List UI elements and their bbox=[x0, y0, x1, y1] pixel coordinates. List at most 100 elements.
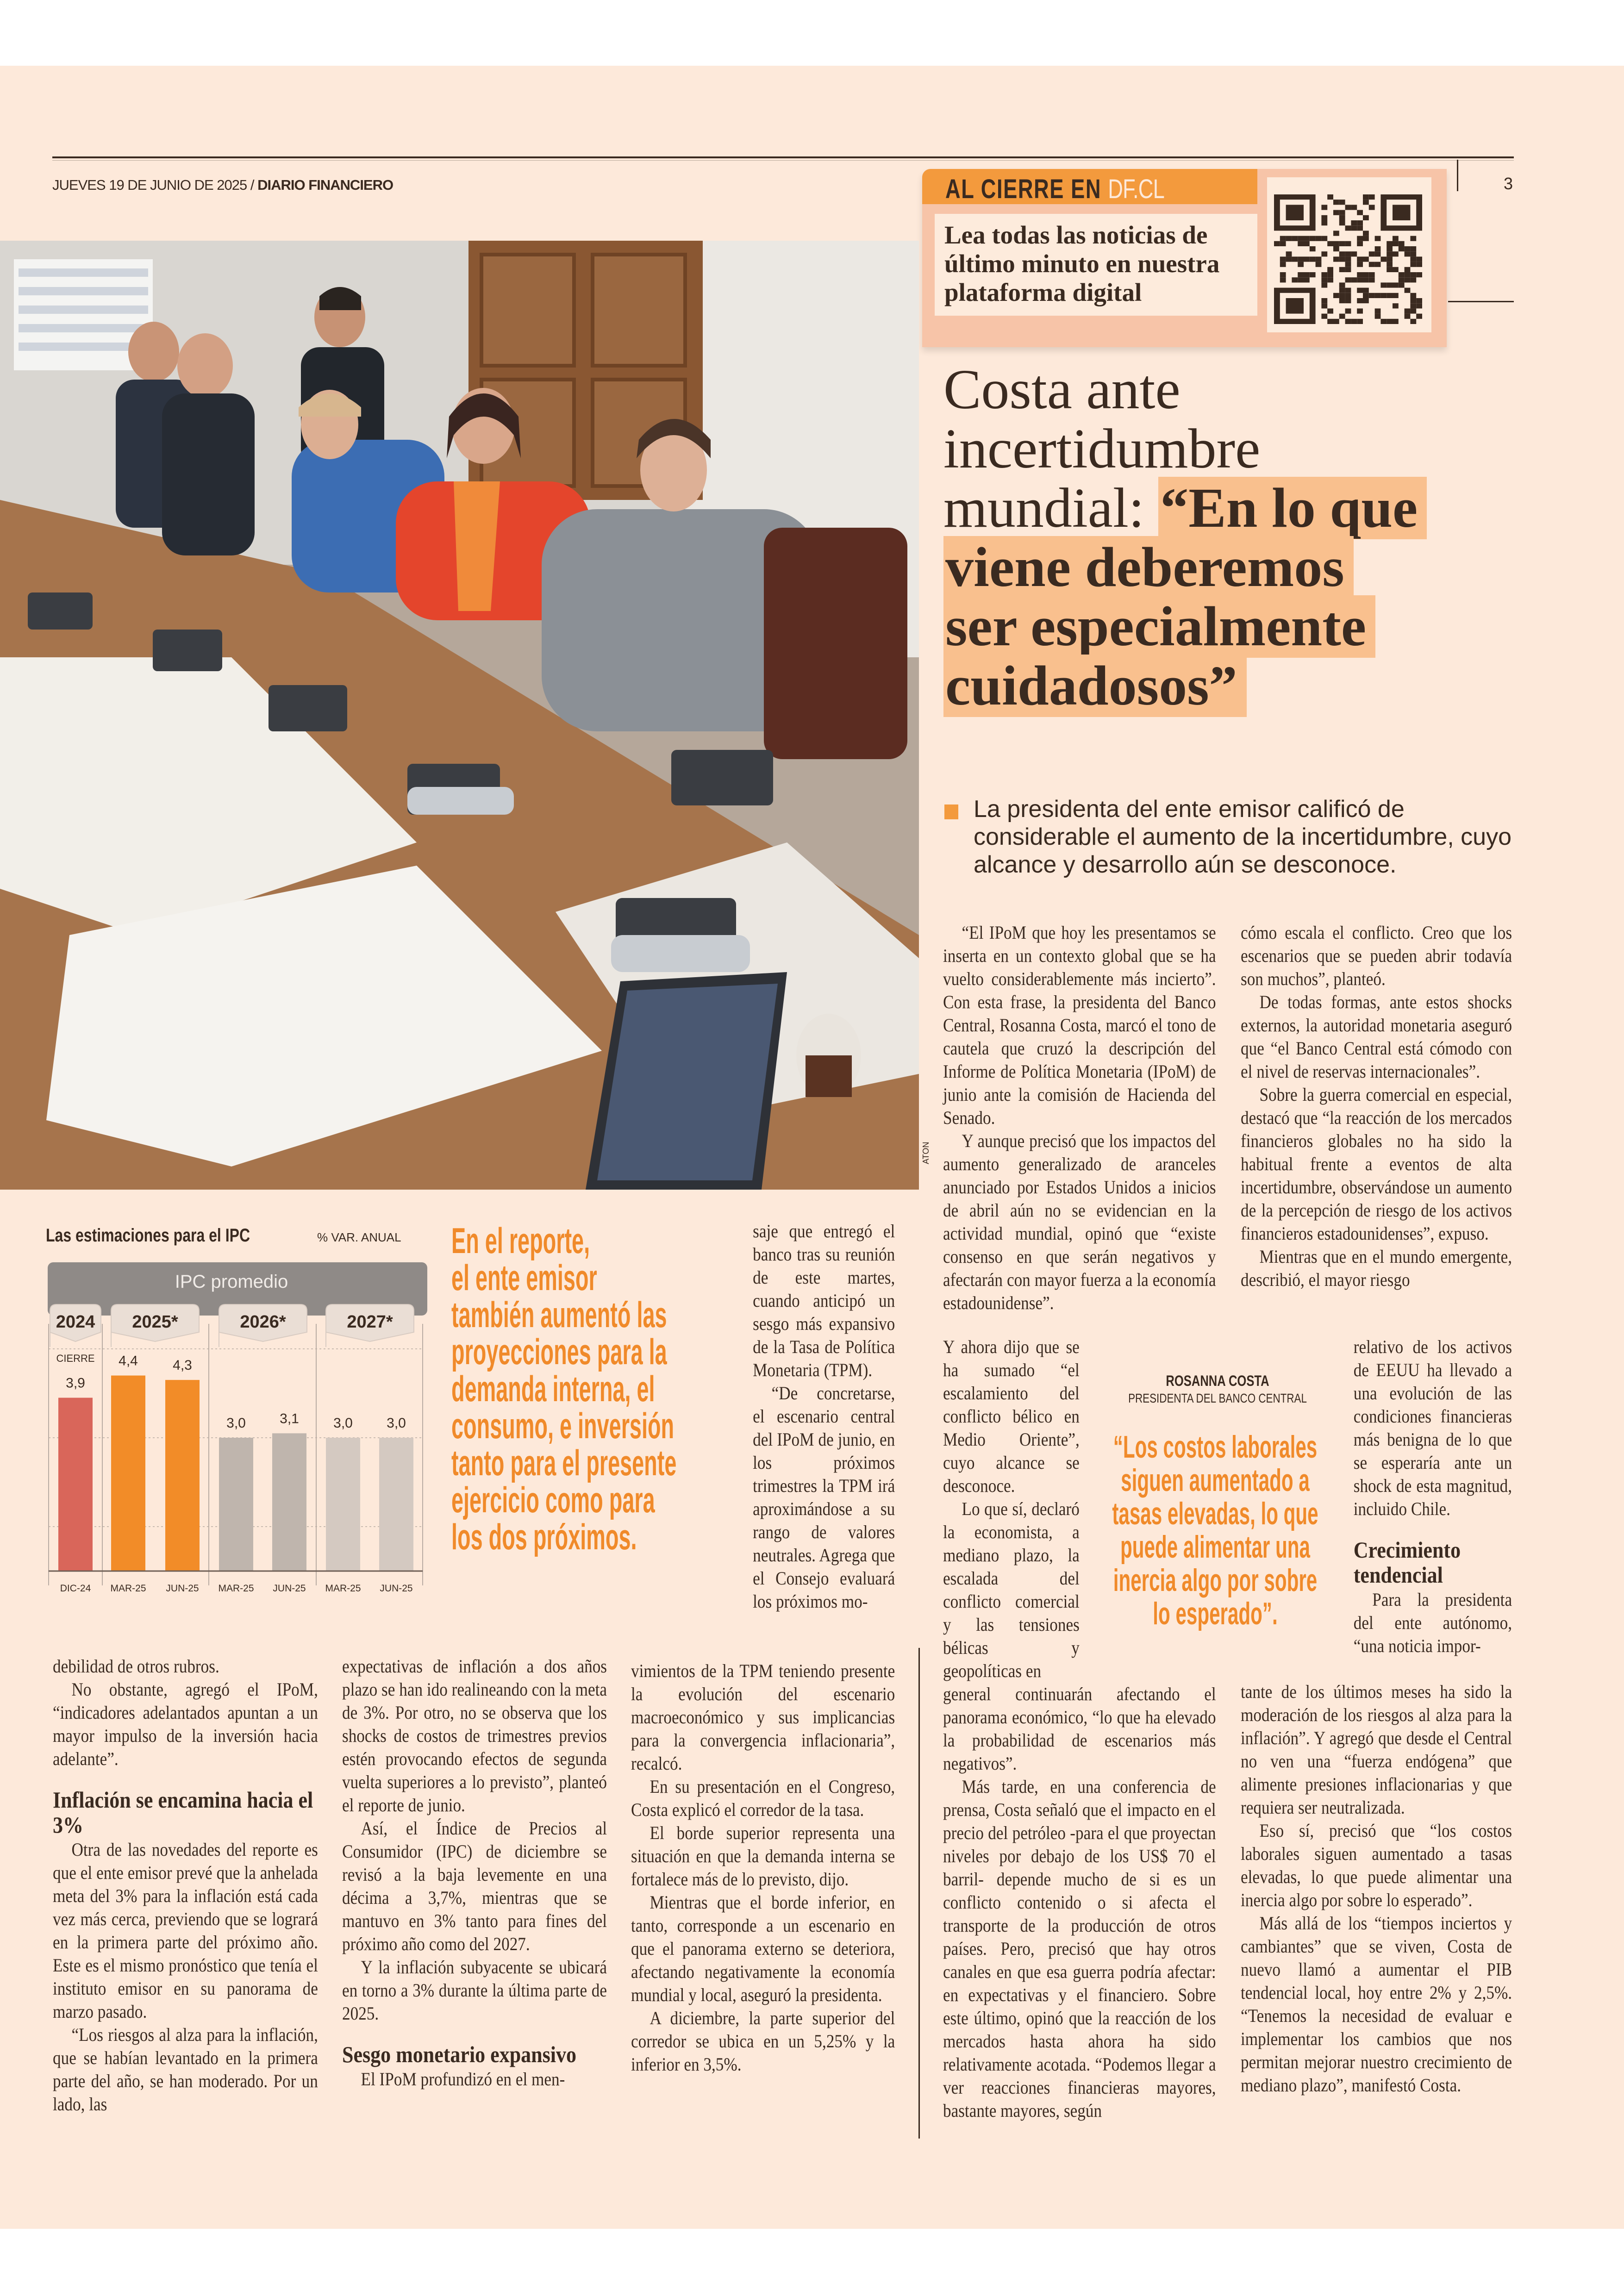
x-tick-label: MAR-25 bbox=[110, 1583, 146, 1594]
paragraph: De todas formas, ante estos shocks exter… bbox=[1241, 992, 1512, 1082]
quote-author-name: ROSANNA COSTA bbox=[1166, 1372, 1269, 1389]
article-column-right-b-top: cómo escala el conflicto. Creo que los e… bbox=[1241, 921, 1512, 1335]
bar bbox=[111, 1375, 145, 1571]
section-heading: Sesgo monetario expansivo bbox=[342, 2041, 576, 2067]
bar bbox=[379, 1438, 413, 1571]
year-tab bbox=[111, 1304, 200, 1347]
x-tick-label: JUN-25 bbox=[380, 1583, 412, 1594]
paragraph: Mientras que en el mundo emergente, desc… bbox=[1241, 1246, 1512, 1290]
page-number: 3 bbox=[1504, 174, 1513, 193]
article-flow-left-1: debilidad de otros rubros. No obstante, a… bbox=[53, 1655, 318, 2116]
article-flow-right-b: cómo escala el conflicto. Creo que los e… bbox=[1241, 921, 1512, 2097]
year-tab-label: 2026* bbox=[240, 1312, 286, 1332]
article-column-1: debilidad de otros rubros. No obstante, a… bbox=[53, 1655, 318, 2116]
article-column-3: vimientos de la TPM teniendo presente la… bbox=[631, 1659, 895, 2076]
paragraph: Otra de las novedades del reporte es que… bbox=[53, 1839, 318, 2022]
paragraph: Más tarde, en una conferencia de prensa,… bbox=[943, 1776, 1216, 2121]
paragraph: Y aunque precisó que los impactos del au… bbox=[943, 1130, 1216, 1313]
bar bbox=[272, 1433, 306, 1571]
bar-value-label: 3,0 bbox=[226, 1416, 246, 1431]
folio-divider bbox=[1457, 160, 1458, 191]
promo-site-link[interactable]: DF.CL bbox=[1108, 174, 1165, 204]
paragraph: Más allá de los “tiempos inciertos y cam… bbox=[1241, 1913, 1512, 2095]
paragraph: Lo que sí, declaró la economista, a medi… bbox=[943, 1498, 1080, 1681]
paragraph: “Los riesgos al alza para la inflación, … bbox=[53, 2024, 318, 2114]
pull-quote-line: En el reporte, bbox=[451, 1220, 590, 1261]
paragraph: general continuarán afectando el panoram… bbox=[943, 1684, 1216, 1774]
quote-line: tasas elevadas, lo que bbox=[1112, 1496, 1318, 1531]
paragraph: Sobre la guerra comercial en especial, d… bbox=[1241, 1084, 1512, 1244]
year-tab bbox=[50, 1304, 101, 1347]
headline: Costa ante incertidumbre mundial: “En lo… bbox=[943, 358, 1518, 717]
paragraph: vimientos de la TPM teniendo presente la… bbox=[631, 1660, 895, 1774]
article-column-right-b-bottom: tante de los últimos meses ha sido la mo… bbox=[1241, 1680, 1512, 2097]
pull-quote-line: los dos próximos. bbox=[451, 1516, 637, 1557]
bar-value-label: 3,0 bbox=[333, 1416, 353, 1431]
paragraph: A diciembre, la parte superior del corre… bbox=[631, 2008, 895, 2075]
bar-value-label: 4,3 bbox=[173, 1358, 192, 1373]
photo-senate-commission bbox=[0, 241, 919, 1190]
bar bbox=[58, 1397, 93, 1571]
x-tick-label: JUN-25 bbox=[166, 1583, 199, 1594]
pull-quote-line: tanto para el presente bbox=[451, 1442, 677, 1483]
chart-header-band bbox=[48, 1262, 427, 1316]
bar bbox=[326, 1438, 360, 1571]
promo-box-al-cierre[interactable]: AL CIERRE EN DF.CL Lea todas las noticia… bbox=[922, 169, 1447, 347]
year-tab-label: 2027* bbox=[347, 1312, 393, 1332]
article-column-right-a-narrow: Y ahora dijo que se ha sumado “el escala… bbox=[943, 1335, 1080, 1683]
chart-unit: % VAR. ANUAL bbox=[317, 1230, 401, 1244]
bar bbox=[219, 1438, 253, 1571]
paragraph: Para la presidenta del ente autónomo, “u… bbox=[1353, 1589, 1512, 1656]
x-tick-label: DIC-24 bbox=[60, 1583, 91, 1594]
promo-text: Lea todas las noticias de último minuto … bbox=[944, 221, 1220, 306]
paragraph: “El IPoM que hoy les presentamos se inse… bbox=[943, 922, 1216, 1128]
article-flow-middle: saje que entregó el banco tras su reunió… bbox=[631, 1220, 895, 2076]
pull-quote-line: también aumentó las bbox=[451, 1294, 667, 1335]
quote-line: “Los costos laborales bbox=[1113, 1429, 1318, 1465]
headline-quote: ser especialmente bbox=[943, 595, 1376, 658]
pull-quote-line: el ente emisor bbox=[451, 1257, 597, 1298]
bar-value-label: 3,0 bbox=[387, 1416, 406, 1431]
headline-line: Costa ante bbox=[943, 358, 1181, 421]
quote-line: puede alimentar una bbox=[1120, 1529, 1310, 1565]
quote-author-role: PRESIDENTA DEL BANCO CENTRAL bbox=[1128, 1391, 1307, 1405]
paragraph: El IPoM profundizó en el men- bbox=[361, 2069, 565, 2089]
publication-name: DIARIO FINANCIERO bbox=[257, 177, 394, 193]
pull-quote-line: proyecciones para la bbox=[451, 1331, 667, 1372]
quote-line: siguen aumentado a bbox=[1121, 1463, 1310, 1498]
article-column-2: expectativas de inflación a dos años pla… bbox=[342, 1655, 607, 2091]
column-separator bbox=[918, 1648, 920, 2139]
paragraph: Mientras que el borde inferior, en tanto… bbox=[631, 1892, 895, 2005]
paragraph: No obstante, agregó el IPoM, “indicadore… bbox=[53, 1679, 318, 1769]
article-column-mid-narrow: saje que entregó el banco tras su reunió… bbox=[753, 1220, 895, 1659]
year-tab bbox=[219, 1304, 307, 1347]
ipc-chart: Las estimaciones para el IPC % VAR. ANUAL… bbox=[46, 1225, 427, 1594]
paragraph: Así, el Índice de Precios al Consumidor … bbox=[342, 1818, 607, 1954]
highlight-quote: “Los costos laborales siguen aumentado a… bbox=[1100, 1430, 1330, 1630]
year-tab bbox=[325, 1304, 414, 1347]
pull-quote-line: ejercicio como para bbox=[451, 1479, 655, 1520]
chart-header: IPC promedio bbox=[175, 1272, 288, 1292]
year-tab-label: 2025* bbox=[132, 1312, 178, 1332]
headline-quote: “En lo que bbox=[1158, 477, 1427, 539]
paragraph: relativo de los activos de EEUU ha lleva… bbox=[1353, 1336, 1512, 1519]
headline-line: mundial: “En lo que bbox=[943, 477, 1518, 539]
paragraph: cómo escala el conflicto. Creo que los e… bbox=[1241, 922, 1512, 989]
headline-line: incertidumbre bbox=[943, 418, 1261, 480]
headline-line: ser especialmente bbox=[943, 595, 1518, 658]
quote-line: inercia algo por sobre bbox=[1113, 1563, 1318, 1598]
lede: La presidenta del ente emisor calificó d… bbox=[974, 796, 1512, 878]
headline-quote: cuidadosos” bbox=[943, 655, 1247, 717]
photo-illustration bbox=[0, 241, 919, 1190]
issue-date: JUEVES 19 DE JUNIO DE 2025 / bbox=[52, 177, 258, 193]
promo-title-text: AL CIERRE EN bbox=[945, 174, 1108, 204]
section-heading: Inflación se encamina hacia el 3% bbox=[53, 1787, 313, 1838]
bullet-square-icon bbox=[944, 804, 958, 819]
x-tick-label: MAR-25 bbox=[325, 1583, 361, 1594]
promo-text-panel bbox=[935, 214, 1257, 316]
qr-code-icon[interactable] bbox=[1274, 194, 1422, 324]
headline-quote: viene deberemos bbox=[943, 536, 1354, 599]
divider bbox=[1448, 301, 1514, 302]
paragraph: El borde superior representa una situaci… bbox=[631, 1822, 895, 1890]
article-column-right-a-bottom: general continuarán afectando el panoram… bbox=[943, 1683, 1216, 2122]
